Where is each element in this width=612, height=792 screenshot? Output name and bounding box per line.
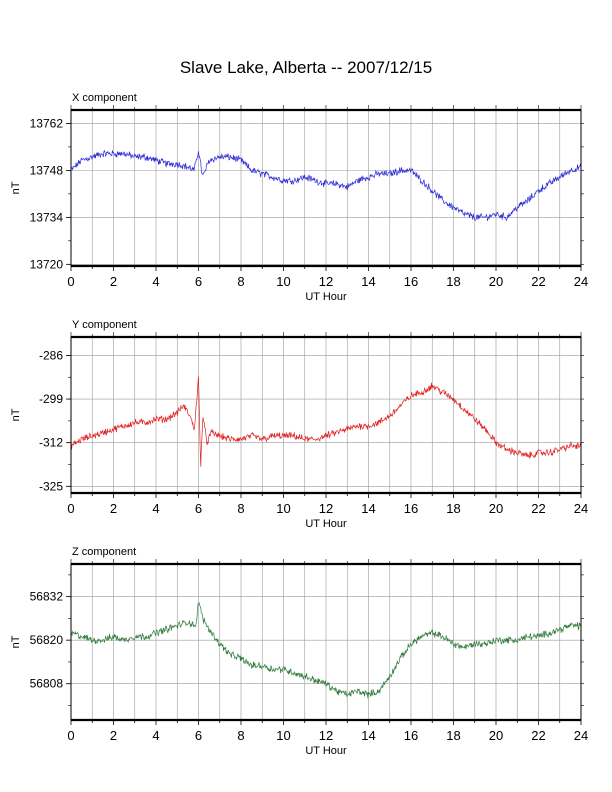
z-xtick-label: 16 xyxy=(404,728,418,743)
z-xtick-label: 14 xyxy=(361,728,375,743)
z-x-axis-label: UT Hour xyxy=(305,745,347,757)
z-y-axis-label: nT xyxy=(10,635,22,648)
x-xtick-label: 22 xyxy=(531,274,545,289)
x-xtick-label: 16 xyxy=(404,274,418,289)
z-series-line xyxy=(70,601,582,699)
page-title: Slave Lake, Alberta -- 2007/12/15 xyxy=(179,58,433,77)
y-xtick-label: 22 xyxy=(531,501,545,516)
z-ytick-label: 56808 xyxy=(30,677,64,691)
y-panel-title: Y component xyxy=(72,319,137,331)
x-ytick-label: 13720 xyxy=(30,257,64,271)
z-xtick-label: 6 xyxy=(195,728,202,743)
y-xtick-label: 20 xyxy=(489,501,503,516)
x-x-axis-label: UT Hour xyxy=(305,291,347,303)
y-ytick-label: -325 xyxy=(39,479,63,493)
z-xtick-label: 22 xyxy=(531,728,545,743)
x-series-line xyxy=(70,149,582,222)
z-xtick-label: 0 xyxy=(67,728,74,743)
x-xtick-label: 12 xyxy=(319,274,333,289)
y-xtick-label: 2 xyxy=(110,501,117,516)
x-xtick-label: 8 xyxy=(237,274,244,289)
y-xtick-label: 16 xyxy=(404,501,418,516)
z-xtick-label: 12 xyxy=(319,728,333,743)
z-xtick-label: 24 xyxy=(574,728,588,743)
y-xtick-label: 14 xyxy=(361,501,375,516)
z-xtick-label: 8 xyxy=(237,728,244,743)
y-xtick-label: 8 xyxy=(237,501,244,516)
x-ytick-label: 13734 xyxy=(30,210,64,224)
x-xtick-label: 4 xyxy=(152,274,159,289)
x-xtick-label: 0 xyxy=(67,274,74,289)
x-ytick-label: 13762 xyxy=(30,116,64,130)
y-series-line xyxy=(70,376,582,467)
z-panel-title: Z component xyxy=(72,546,137,558)
y-xtick-label: 0 xyxy=(67,501,74,516)
y-ytick-label: -299 xyxy=(39,392,63,406)
y-xtick-label: 4 xyxy=(152,501,159,516)
z-xtick-label: 20 xyxy=(489,728,503,743)
y-ytick-label: -312 xyxy=(39,436,63,450)
z-xtick-label: 10 xyxy=(276,728,290,743)
x-panel-title: X component xyxy=(72,92,137,104)
x-xtick-label: 24 xyxy=(574,274,588,289)
x-xtick-label: 10 xyxy=(276,274,290,289)
z-xtick-label: 2 xyxy=(110,728,117,743)
x-xtick-label: 20 xyxy=(489,274,503,289)
z-xtick-label: 4 xyxy=(152,728,159,743)
x-y-axis-label: nT xyxy=(10,181,22,194)
x-xtick-label: 14 xyxy=(361,274,375,289)
z-ytick-label: 56820 xyxy=(30,633,64,647)
y-xtick-label: 24 xyxy=(574,501,588,516)
y-x-axis-label: UT Hour xyxy=(305,518,347,530)
y-xtick-label: 6 xyxy=(195,501,202,516)
x-xtick-label: 18 xyxy=(446,274,460,289)
z-ytick-label: 56832 xyxy=(30,590,64,604)
z-xtick-label: 18 xyxy=(446,728,460,743)
x-xtick-label: 6 xyxy=(195,274,202,289)
y-xtick-label: 10 xyxy=(276,501,290,516)
x-xtick-label: 2 xyxy=(110,274,117,289)
x-ytick-label: 13748 xyxy=(30,163,64,177)
y-y-axis-label: nT xyxy=(10,408,22,421)
y-xtick-label: 18 xyxy=(446,501,460,516)
y-ytick-label: -286 xyxy=(39,348,63,362)
y-xtick-label: 12 xyxy=(319,501,333,516)
